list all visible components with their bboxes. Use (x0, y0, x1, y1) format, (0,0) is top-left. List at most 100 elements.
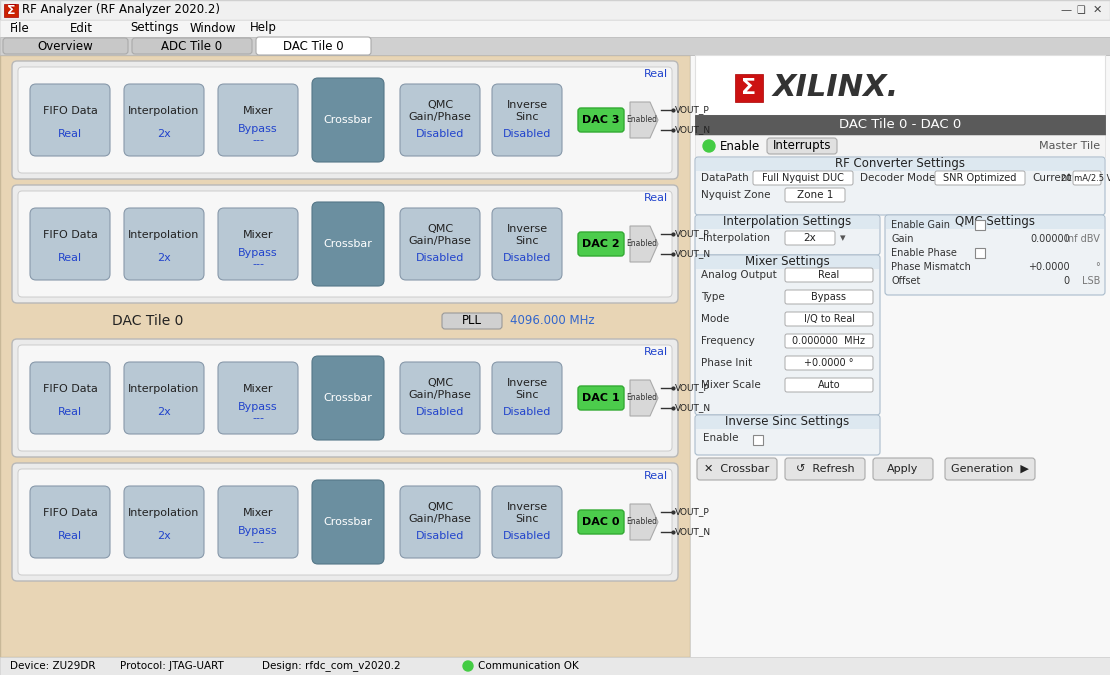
FancyBboxPatch shape (124, 362, 204, 434)
FancyBboxPatch shape (935, 171, 1025, 185)
FancyBboxPatch shape (695, 255, 880, 415)
FancyBboxPatch shape (312, 78, 384, 162)
Bar (696, 216, 879, 229)
Text: Enabled: Enabled (626, 394, 657, 402)
Text: —: — (1060, 5, 1071, 15)
Text: Σ: Σ (7, 3, 16, 16)
FancyBboxPatch shape (872, 458, 934, 480)
Bar (0, 37, 1110, 55)
FancyBboxPatch shape (256, 37, 371, 55)
Text: Mixer: Mixer (243, 508, 273, 518)
FancyBboxPatch shape (30, 84, 110, 156)
Text: ✕  Crossbar: ✕ Crossbar (705, 464, 769, 474)
Text: Bypass: Bypass (811, 292, 847, 302)
Text: Current: Current (1032, 173, 1071, 183)
FancyBboxPatch shape (492, 486, 562, 558)
Bar (695, 135, 1104, 157)
Text: Real: Real (644, 193, 668, 203)
Text: Enabled: Enabled (626, 240, 657, 248)
FancyBboxPatch shape (578, 510, 624, 534)
Text: Disabled: Disabled (416, 130, 464, 140)
Text: Frequency: Frequency (702, 336, 755, 346)
Text: Overview: Overview (37, 40, 93, 53)
FancyBboxPatch shape (785, 334, 872, 348)
Text: Disabled: Disabled (503, 130, 552, 140)
Text: 0: 0 (1063, 276, 1070, 286)
Text: DataPath: DataPath (702, 173, 749, 183)
Text: QMC
Gain/Phase: QMC Gain/Phase (408, 502, 472, 524)
Text: Nyquist Zone: Nyquist Zone (702, 190, 770, 200)
Text: Crossbar: Crossbar (323, 239, 373, 249)
Text: 20 mA/2.5 V: 20 mA/2.5 V (1061, 173, 1110, 182)
FancyBboxPatch shape (12, 185, 678, 303)
Text: QMC
Gain/Phase: QMC Gain/Phase (408, 379, 472, 400)
FancyBboxPatch shape (132, 38, 252, 54)
Text: Disabled: Disabled (503, 253, 552, 263)
Text: Master Tile: Master Tile (1039, 141, 1100, 151)
Text: Design: rfdc_com_v2020.2: Design: rfdc_com_v2020.2 (262, 661, 401, 672)
FancyBboxPatch shape (218, 208, 297, 280)
FancyBboxPatch shape (400, 84, 480, 156)
Text: Mixer: Mixer (243, 107, 273, 116)
Text: Help: Help (250, 22, 276, 34)
Text: Full Nyquist DUC: Full Nyquist DUC (763, 173, 844, 183)
FancyBboxPatch shape (753, 171, 852, 185)
FancyBboxPatch shape (312, 480, 384, 564)
Polygon shape (630, 504, 658, 540)
Text: FIFO Data: FIFO Data (42, 230, 98, 240)
Bar (0, 657, 1110, 675)
Text: Gain: Gain (891, 234, 914, 244)
FancyBboxPatch shape (124, 208, 204, 280)
Bar (696, 416, 879, 429)
Text: SNR Optimized: SNR Optimized (944, 173, 1017, 183)
Text: Inverse
Sinc: Inverse Sinc (506, 101, 547, 122)
Text: VOUT_P: VOUT_P (675, 383, 709, 392)
Text: 2x: 2x (804, 233, 816, 243)
Text: Interpolation: Interpolation (703, 233, 770, 243)
FancyBboxPatch shape (124, 486, 204, 558)
Text: Disabled: Disabled (416, 253, 464, 263)
FancyBboxPatch shape (1073, 171, 1101, 185)
Text: Real: Real (58, 408, 82, 417)
Text: DAC Tile 0 - DAC 0: DAC Tile 0 - DAC 0 (839, 119, 961, 132)
Text: +0.0000: +0.0000 (1028, 262, 1070, 272)
Text: Apply: Apply (887, 464, 919, 474)
Text: FIFO Data: FIFO Data (42, 384, 98, 394)
Polygon shape (630, 380, 658, 416)
Bar (975, 248, 985, 258)
FancyBboxPatch shape (400, 208, 480, 280)
Text: ▾: ▾ (840, 233, 846, 243)
Polygon shape (630, 226, 658, 262)
Text: Disabled: Disabled (503, 531, 552, 541)
FancyBboxPatch shape (695, 415, 880, 455)
Text: Inverse Sinc Settings: Inverse Sinc Settings (725, 416, 849, 429)
FancyBboxPatch shape (492, 362, 562, 434)
Text: Interpolation: Interpolation (129, 107, 200, 116)
FancyBboxPatch shape (18, 191, 672, 297)
Text: Auto: Auto (818, 380, 840, 390)
Text: Interpolation: Interpolation (129, 384, 200, 394)
FancyBboxPatch shape (442, 313, 502, 329)
Text: 2x: 2x (158, 130, 171, 140)
Text: Inverse
Sinc: Inverse Sinc (506, 224, 547, 246)
Text: QMC
Gain/Phase: QMC Gain/Phase (408, 224, 472, 246)
FancyBboxPatch shape (785, 188, 845, 202)
FancyBboxPatch shape (218, 84, 297, 156)
FancyBboxPatch shape (12, 61, 678, 179)
Text: Phase Init: Phase Init (702, 358, 753, 368)
Text: Enable Phase: Enable Phase (891, 248, 957, 258)
Text: Enable Gain: Enable Gain (891, 220, 950, 230)
Bar (886, 216, 1104, 229)
FancyBboxPatch shape (124, 84, 204, 156)
Text: Real: Real (58, 531, 82, 541)
Text: Settings: Settings (130, 22, 179, 34)
FancyBboxPatch shape (785, 458, 865, 480)
Bar (696, 158, 1104, 171)
FancyBboxPatch shape (785, 268, 872, 282)
FancyBboxPatch shape (18, 67, 672, 173)
FancyBboxPatch shape (578, 108, 624, 132)
Text: I/Q to Real: I/Q to Real (804, 314, 855, 324)
Text: Type: Type (702, 292, 725, 302)
Bar (4, 4, 18, 17)
Text: XILINX.: XILINX. (773, 74, 899, 103)
